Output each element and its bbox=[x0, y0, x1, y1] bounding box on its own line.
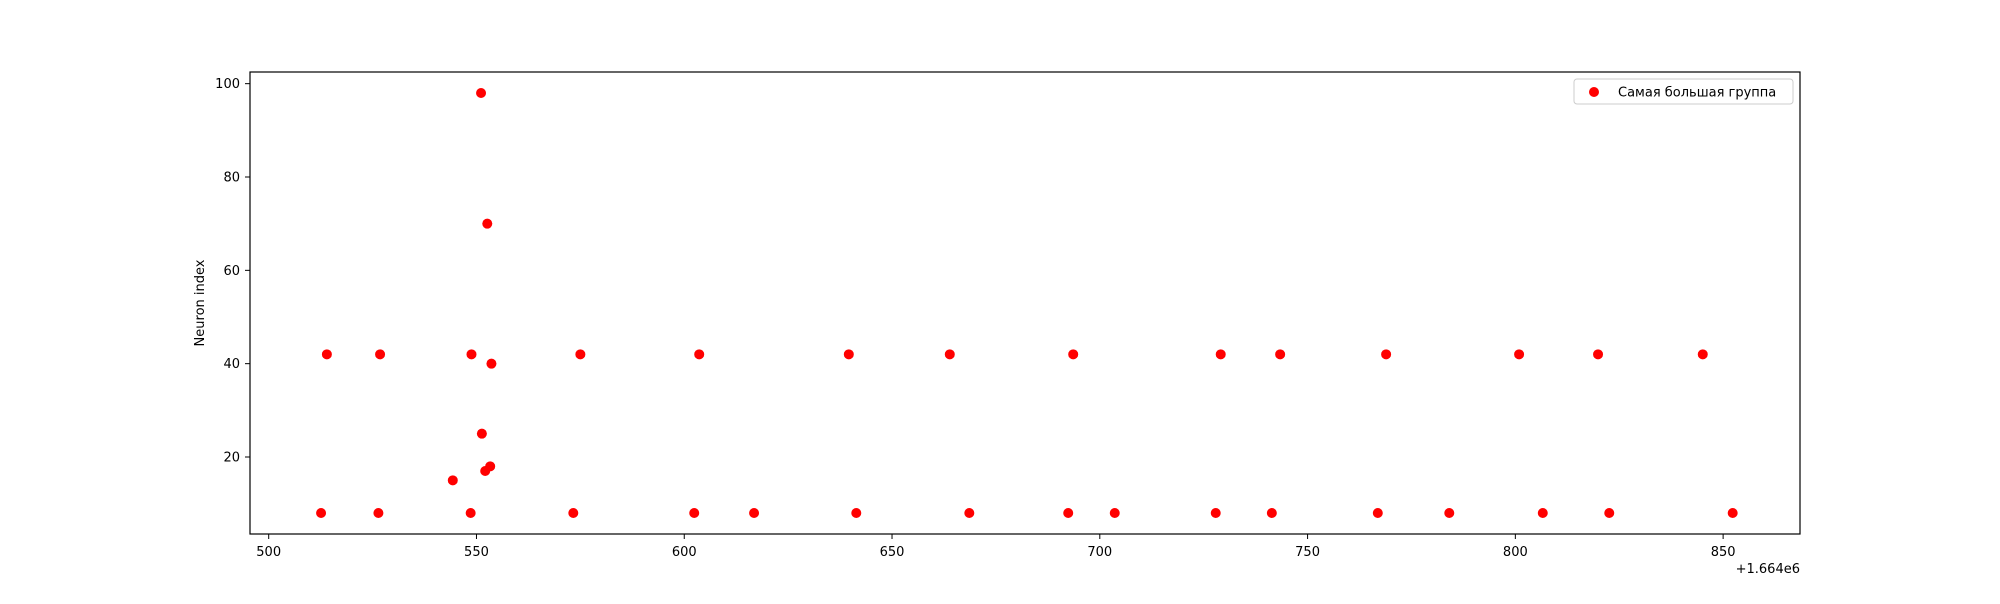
plot-area-frame bbox=[249, 71, 1801, 535]
scatter-point bbox=[689, 508, 700, 518]
scatter-point bbox=[1727, 508, 1738, 518]
scatter-point bbox=[1215, 349, 1226, 360]
y-tick-label: 100 bbox=[215, 77, 240, 92]
scatter-point bbox=[1063, 508, 1074, 518]
y-tick-label: 40 bbox=[223, 357, 240, 372]
scatter-point bbox=[1372, 508, 1383, 518]
legend-frame bbox=[1573, 78, 1794, 105]
scatter-point bbox=[694, 349, 705, 360]
x-tick-label: 800 bbox=[1503, 545, 1528, 560]
scatter-point bbox=[1593, 349, 1604, 360]
scatter-point bbox=[482, 218, 493, 229]
scatter-point bbox=[851, 508, 862, 518]
scatter-point bbox=[1604, 508, 1615, 518]
scatter-point bbox=[1381, 349, 1392, 360]
scatter-point bbox=[486, 358, 497, 369]
scatter-point bbox=[476, 428, 487, 439]
data-points bbox=[316, 88, 1738, 518]
scatter-point bbox=[1210, 508, 1221, 518]
scatter-point bbox=[568, 508, 579, 518]
x-axis-offset-label: +1.664e6 bbox=[1736, 562, 1800, 577]
x-tick-label: 750 bbox=[1295, 545, 1320, 560]
scatter-point bbox=[1068, 349, 1079, 360]
legend: Самая большая группа bbox=[1573, 78, 1794, 105]
scatter-point bbox=[1514, 349, 1525, 360]
scatter-point bbox=[321, 349, 332, 360]
scatter-point bbox=[1697, 349, 1708, 360]
scatter-point bbox=[944, 349, 955, 360]
scatter-point bbox=[1537, 508, 1548, 518]
scatter-point bbox=[843, 349, 854, 360]
scatter-point bbox=[575, 349, 586, 360]
scatter-point bbox=[964, 508, 975, 518]
x-tick-label: 850 bbox=[1711, 545, 1736, 560]
x-tick-label: 700 bbox=[1087, 545, 1112, 560]
scatter-point bbox=[1275, 349, 1286, 360]
scatter-point bbox=[1109, 508, 1120, 518]
x-tick-label: 600 bbox=[672, 545, 697, 560]
scatter-point bbox=[375, 349, 386, 360]
scatter-point bbox=[316, 508, 327, 518]
y-axis-label: Neuron index bbox=[193, 259, 208, 346]
x-tick-label: 500 bbox=[256, 545, 281, 560]
scatter-point bbox=[485, 461, 496, 472]
y-tick-label: 20 bbox=[223, 451, 240, 466]
scatter-point bbox=[1444, 508, 1455, 518]
scatter-point bbox=[465, 508, 476, 518]
x-tick-label: 550 bbox=[464, 545, 489, 560]
scatter-point bbox=[476, 88, 487, 98]
y-tick-label: 80 bbox=[223, 171, 240, 186]
x-tick-label: 650 bbox=[880, 545, 905, 560]
scatter-point bbox=[1266, 508, 1277, 518]
scatter-point bbox=[447, 475, 458, 486]
legend-label: Самая большая группа bbox=[1618, 86, 1776, 101]
legend-marker bbox=[1589, 87, 1599, 97]
y-tick-label: 60 bbox=[223, 264, 240, 279]
axis-ticks: 500 550 600 650 700 750 800 850 20 40 60 80 100 bbox=[215, 77, 1735, 560]
scatter-point bbox=[749, 508, 760, 518]
scatter-point bbox=[373, 508, 384, 518]
scatter-point bbox=[466, 349, 477, 360]
